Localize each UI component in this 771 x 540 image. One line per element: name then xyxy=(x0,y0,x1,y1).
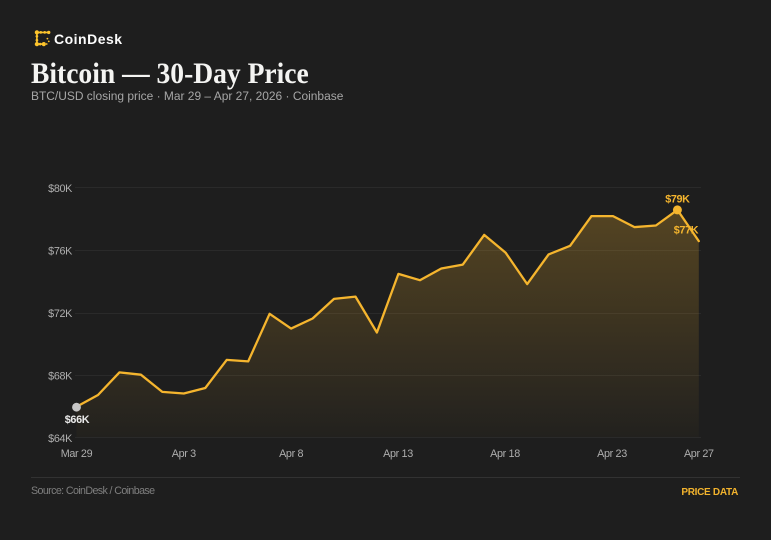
svg-text:Apr 27: Apr 27 xyxy=(684,448,714,460)
svg-text:$68K: $68K xyxy=(48,371,73,383)
svg-text:$80K: $80K xyxy=(48,183,73,195)
svg-text:$77K: $77K xyxy=(674,225,699,237)
svg-text:$64K: $64K xyxy=(48,433,73,445)
svg-text:Apr 23: Apr 23 xyxy=(597,448,627,460)
svg-text:$79K: $79K xyxy=(665,194,690,206)
svg-text:$76K: $76K xyxy=(48,246,73,258)
svg-text:Apr 18: Apr 18 xyxy=(490,448,520,460)
svg-text:Apr 8: Apr 8 xyxy=(279,448,303,460)
svg-text:Apr 13: Apr 13 xyxy=(383,448,413,460)
svg-text:$72K: $72K xyxy=(48,308,73,320)
svg-text:Apr 3: Apr 3 xyxy=(172,448,196,460)
svg-text:Mar 29: Mar 29 xyxy=(61,448,93,460)
svg-text:$66K: $66K xyxy=(65,414,90,426)
